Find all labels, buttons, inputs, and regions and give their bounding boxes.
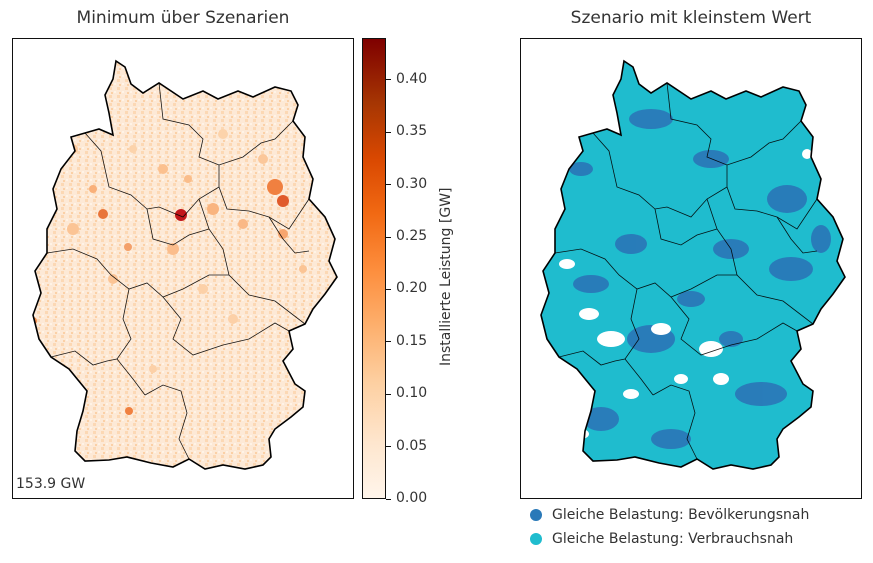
colorbar-tick-mark: [386, 446, 391, 448]
legend-dot-verbrauchsnah: [530, 533, 542, 545]
legend-label-verbrauchsnah: Gleiche Belastung: Verbrauchsnah: [552, 531, 794, 547]
left-map-title: Minimum über Szenarien: [76, 8, 290, 28]
colorbar-tick-mark: [386, 131, 391, 133]
colorbar-tick-mark: [386, 236, 391, 238]
capacity-hotspot: [89, 185, 97, 193]
colorbar-tick-label: 0.40: [396, 70, 428, 87]
legend-item-verbrauchsnah: Gleiche Belastung: Verbrauchsnah: [530, 531, 793, 547]
colorbar-tick-label: 0.00: [396, 490, 428, 506]
right-map-svg: [540, 60, 846, 470]
capacity-hotspot: [184, 175, 192, 183]
capacity-hotspot: [125, 407, 133, 415]
capacity-hotspot: [67, 223, 79, 235]
colorbar-tick-mark: [386, 79, 391, 81]
capacity-hotspot: [149, 365, 157, 373]
colorbar-tick-mark: [386, 184, 391, 186]
colorbar-tick-mark: [386, 498, 391, 500]
colorbar-tick-mark: [386, 393, 391, 395]
right-map: [520, 38, 862, 499]
left-map: 153.9 GW: [12, 38, 354, 499]
capacity-hotspot: [267, 179, 283, 195]
colorbar-tick-label: 0.30: [396, 175, 428, 192]
colorbar-tick-mark: [386, 341, 391, 343]
legend-label-bevoelkerungsnah: Gleiche Belastung: Bevölkerungsnah: [552, 507, 810, 523]
capacity-hotspot: [98, 209, 108, 219]
colorbar-label: Installierte Leistung [GW]: [438, 187, 454, 367]
capacity-hotspot: [277, 195, 289, 207]
capacity-hotspot: [278, 229, 288, 239]
capacity-hotspot: [167, 243, 179, 255]
colorbar-tick-label: 0.15: [396, 332, 428, 349]
left-map-svg: [32, 60, 338, 470]
colorbar-tick-label: 0.35: [396, 123, 428, 140]
colorbar-tick-label: 0.10: [396, 385, 428, 402]
right-map-title: Szenario mit kleinstem Wert: [570, 8, 812, 28]
capacity-hotspot: [158, 164, 168, 174]
colorbar-tick-mark: [386, 288, 391, 290]
capacity-hotspot: [129, 145, 137, 153]
colorbar: [362, 38, 386, 499]
capacity-hotspot: [175, 209, 187, 221]
capacity-hotspot: [108, 274, 118, 284]
legend-item-bevoelkerungsnah: Gleiche Belastung: Bevölkerungsnah: [530, 507, 809, 523]
capacity-hotspot: [299, 265, 307, 273]
colorbar-tick-label: 0.05: [396, 437, 428, 454]
legend-dot-bevoelkerungsnah: [530, 509, 542, 521]
colorbar-tick-label: 0.25: [396, 228, 428, 245]
capacity-hotspot: [238, 219, 248, 229]
capacity-hotspot: [207, 203, 219, 215]
capacity-hotspot: [218, 129, 228, 139]
total-capacity-label: 153.9 GW: [16, 476, 86, 492]
capacity-hotspot: [228, 314, 238, 324]
capacity-hotspot: [258, 154, 268, 164]
capacity-hotspot: [198, 284, 208, 294]
colorbar-tick-label: 0.20: [396, 280, 428, 297]
capacity-hotspot: [124, 243, 132, 251]
